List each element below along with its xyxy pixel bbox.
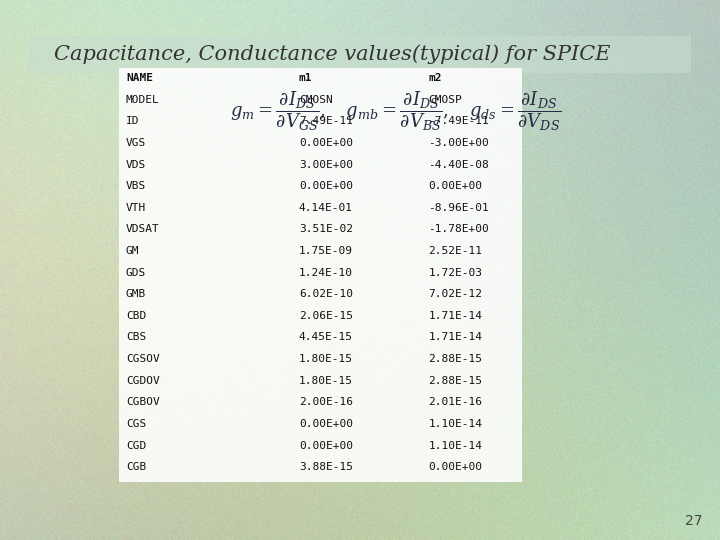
Text: CGB: CGB bbox=[126, 462, 146, 472]
Text: MODEL: MODEL bbox=[126, 95, 160, 105]
Text: 2.01E-16: 2.01E-16 bbox=[428, 397, 482, 407]
Text: Capacitance, Conductance values(typical) for SPICE: Capacitance, Conductance values(typical)… bbox=[54, 45, 611, 64]
Text: CGS: CGS bbox=[126, 419, 146, 429]
Text: -4.40E-08: -4.40E-08 bbox=[428, 160, 489, 170]
Text: 3.88E-15: 3.88E-15 bbox=[299, 462, 353, 472]
Text: 1.80E-15: 1.80E-15 bbox=[299, 376, 353, 386]
Text: -7.49E-11: -7.49E-11 bbox=[428, 117, 489, 126]
Text: VDSAT: VDSAT bbox=[126, 225, 160, 234]
Text: 2.88E-15: 2.88E-15 bbox=[428, 376, 482, 386]
Text: 1.75E-09: 1.75E-09 bbox=[299, 246, 353, 256]
Text: 3.00E+00: 3.00E+00 bbox=[299, 160, 353, 170]
Text: 0.00E+00: 0.00E+00 bbox=[299, 419, 353, 429]
Text: m2: m2 bbox=[428, 73, 442, 83]
Text: NAME: NAME bbox=[126, 73, 153, 83]
Text: 1.80E-15: 1.80E-15 bbox=[299, 354, 353, 364]
Text: 1.72E-03: 1.72E-03 bbox=[428, 268, 482, 278]
Text: CBD: CBD bbox=[126, 311, 146, 321]
Text: 0.00E+00: 0.00E+00 bbox=[299, 181, 353, 191]
Text: 2.06E-15: 2.06E-15 bbox=[299, 311, 353, 321]
Text: GDS: GDS bbox=[126, 268, 146, 278]
Text: 2.88E-15: 2.88E-15 bbox=[428, 354, 482, 364]
Text: 1.24E-10: 1.24E-10 bbox=[299, 268, 353, 278]
Bar bbox=[119, 68, 522, 482]
Text: CGDOV: CGDOV bbox=[126, 376, 160, 386]
Text: 2.00E-16: 2.00E-16 bbox=[299, 397, 353, 407]
Text: 27: 27 bbox=[685, 514, 702, 528]
Text: 3.51E-02: 3.51E-02 bbox=[299, 225, 353, 234]
Text: 4.14E-01: 4.14E-01 bbox=[299, 203, 353, 213]
Text: 0.00E+00: 0.00E+00 bbox=[428, 181, 482, 191]
Text: CGBOV: CGBOV bbox=[126, 397, 160, 407]
Text: m1: m1 bbox=[299, 73, 312, 83]
Text: 4.45E-15: 4.45E-15 bbox=[299, 333, 353, 342]
Text: CMOSN: CMOSN bbox=[299, 95, 333, 105]
Text: CGSOV: CGSOV bbox=[126, 354, 160, 364]
Text: 1.71E-14: 1.71E-14 bbox=[428, 333, 482, 342]
Text: 7.49E-11: 7.49E-11 bbox=[299, 117, 353, 126]
Text: -8.96E-01: -8.96E-01 bbox=[428, 203, 489, 213]
Text: GMB: GMB bbox=[126, 289, 146, 299]
Text: 7.02E-12: 7.02E-12 bbox=[428, 289, 482, 299]
Text: VGS: VGS bbox=[126, 138, 146, 148]
Text: 1.10E-14: 1.10E-14 bbox=[428, 441, 482, 450]
Text: 1.10E-14: 1.10E-14 bbox=[428, 419, 482, 429]
Text: $g_m = \dfrac{\partial I_{DS}}{\partial V_{GS}},$   $g_{mb} = \dfrac{\partial I_: $g_m = \dfrac{\partial I_{DS}}{\partial … bbox=[230, 89, 562, 132]
Text: 6.02E-10: 6.02E-10 bbox=[299, 289, 353, 299]
Text: VDS: VDS bbox=[126, 160, 146, 170]
Text: ID: ID bbox=[126, 117, 140, 126]
Text: -3.00E+00: -3.00E+00 bbox=[428, 138, 489, 148]
Text: 0.00E+00: 0.00E+00 bbox=[428, 462, 482, 472]
Bar bbox=[29, 36, 691, 73]
Text: CBS: CBS bbox=[126, 333, 146, 342]
Text: GM: GM bbox=[126, 246, 140, 256]
Text: CGD: CGD bbox=[126, 441, 146, 450]
Text: 0.00E+00: 0.00E+00 bbox=[299, 138, 353, 148]
Text: 1.71E-14: 1.71E-14 bbox=[428, 311, 482, 321]
Text: VBS: VBS bbox=[126, 181, 146, 191]
Text: -1.78E+00: -1.78E+00 bbox=[428, 225, 489, 234]
Text: 2.52E-11: 2.52E-11 bbox=[428, 246, 482, 256]
Text: 0.00E+00: 0.00E+00 bbox=[299, 441, 353, 450]
Text: VTH: VTH bbox=[126, 203, 146, 213]
Text: CMOSP: CMOSP bbox=[428, 95, 462, 105]
